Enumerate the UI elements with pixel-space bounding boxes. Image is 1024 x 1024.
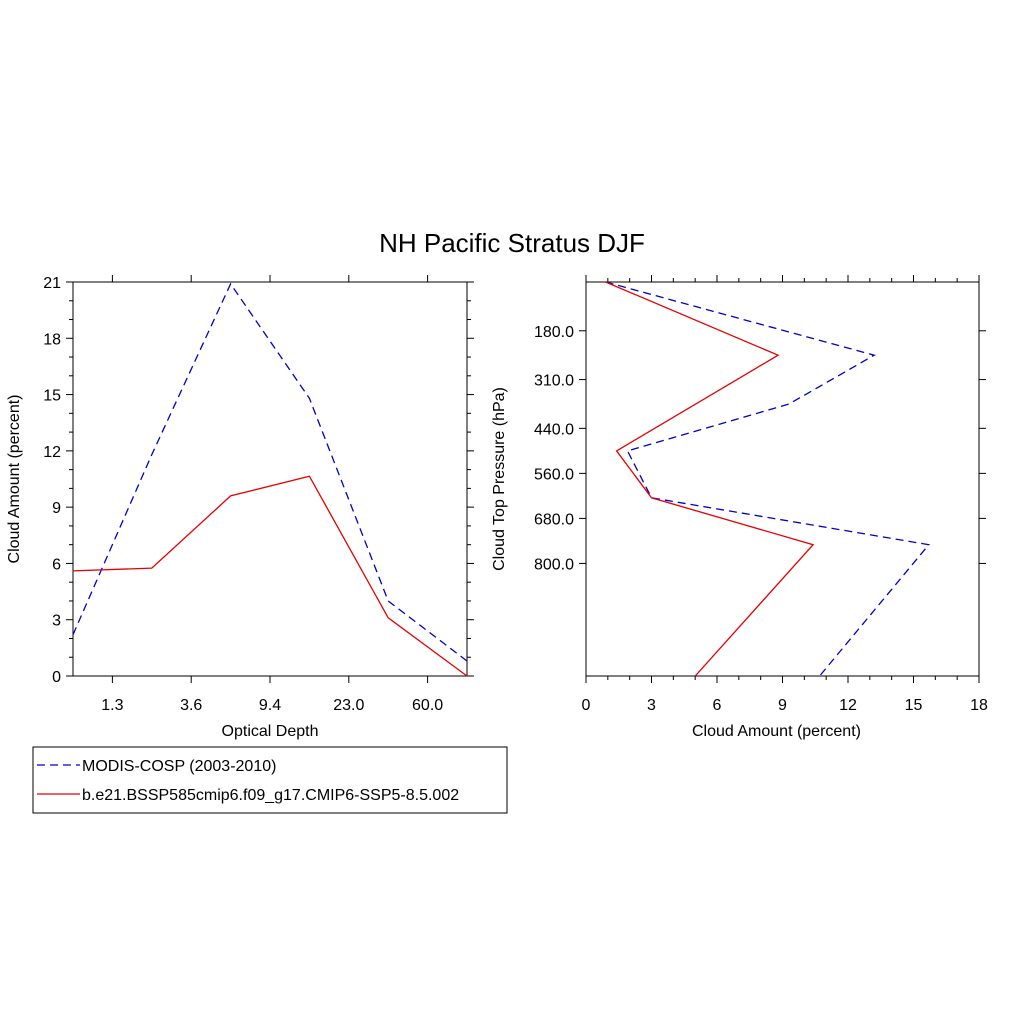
panel-cloud-top-pressure: 0 3 6 9 12 15 18 180.0 310.0 440.0 560.0 680.0 800.0… [491,275,988,740]
y-tick-label: 680.0 [534,511,574,528]
x-tick-label: 3 [647,697,656,714]
x-tick-label: 23.0 [333,697,364,714]
x-tick-label: 15 [905,697,923,714]
y-tick-label: 3 [52,613,61,630]
series-line-modis [605,282,931,676]
y-tick-label: 12 [43,444,61,461]
y-axis-label: Cloud Top Pressure (hPa) [491,387,508,571]
plot-frame-right [585,281,980,677]
x-tick-label: 12 [839,697,857,714]
y-tick-label: 0 [52,669,61,686]
x-tick-label: 1.3 [101,697,123,714]
x-axis-label: Cloud Amount (percent) [692,723,861,740]
x-tick-label: 3.6 [180,697,202,714]
y-tick-label: 440.0 [534,421,574,438]
x-tick-label: 0 [582,697,591,714]
y-tick-label: 560.0 [534,466,574,483]
y-tick-label: 9 [52,500,61,517]
y-tick-label: 18 [43,331,61,348]
x-tick-label: 6 [713,697,722,714]
y-tick-label: 6 [52,556,61,573]
legend-box [32,746,508,814]
y-tick-label: 180.0 [534,324,574,341]
x-tick-label: 60.0 [412,697,443,714]
x-tick-label: 18 [970,697,988,714]
series-line-modis [72,282,468,662]
y-axis-label: Cloud Amount (percent) [6,395,23,564]
legend: MODIS-COSP (2003-2010) b.e21.BSSP585cmip… [32,746,508,814]
legend-label-modis: MODIS-COSP (2003-2010) [82,758,276,775]
x-tick-label: 9.4 [259,697,281,714]
legend-label-model: b.e21.BSSP585cmip6.f09_g17.CMIP6-SSP5-8.… [82,787,459,804]
series-line-model [72,475,468,677]
y-tick-label: 15 [43,388,61,405]
y-tick-label: 800.0 [534,556,574,573]
figure-title: NH Pacific Stratus DJF [379,228,645,258]
y-tick-label: 21 [43,275,61,292]
y-tick-label: 310.0 [534,373,574,390]
panel-optical-depth: 0 3 6 9 12 15 18 21 1.3 3.6 9.4 23.0 60.0 Optical Dep… [6,275,474,740]
series-line-model [605,282,815,676]
plot-frame-left [72,281,468,677]
x-tick-label: 9 [778,697,787,714]
x-axis-label: Optical Depth [222,723,319,740]
